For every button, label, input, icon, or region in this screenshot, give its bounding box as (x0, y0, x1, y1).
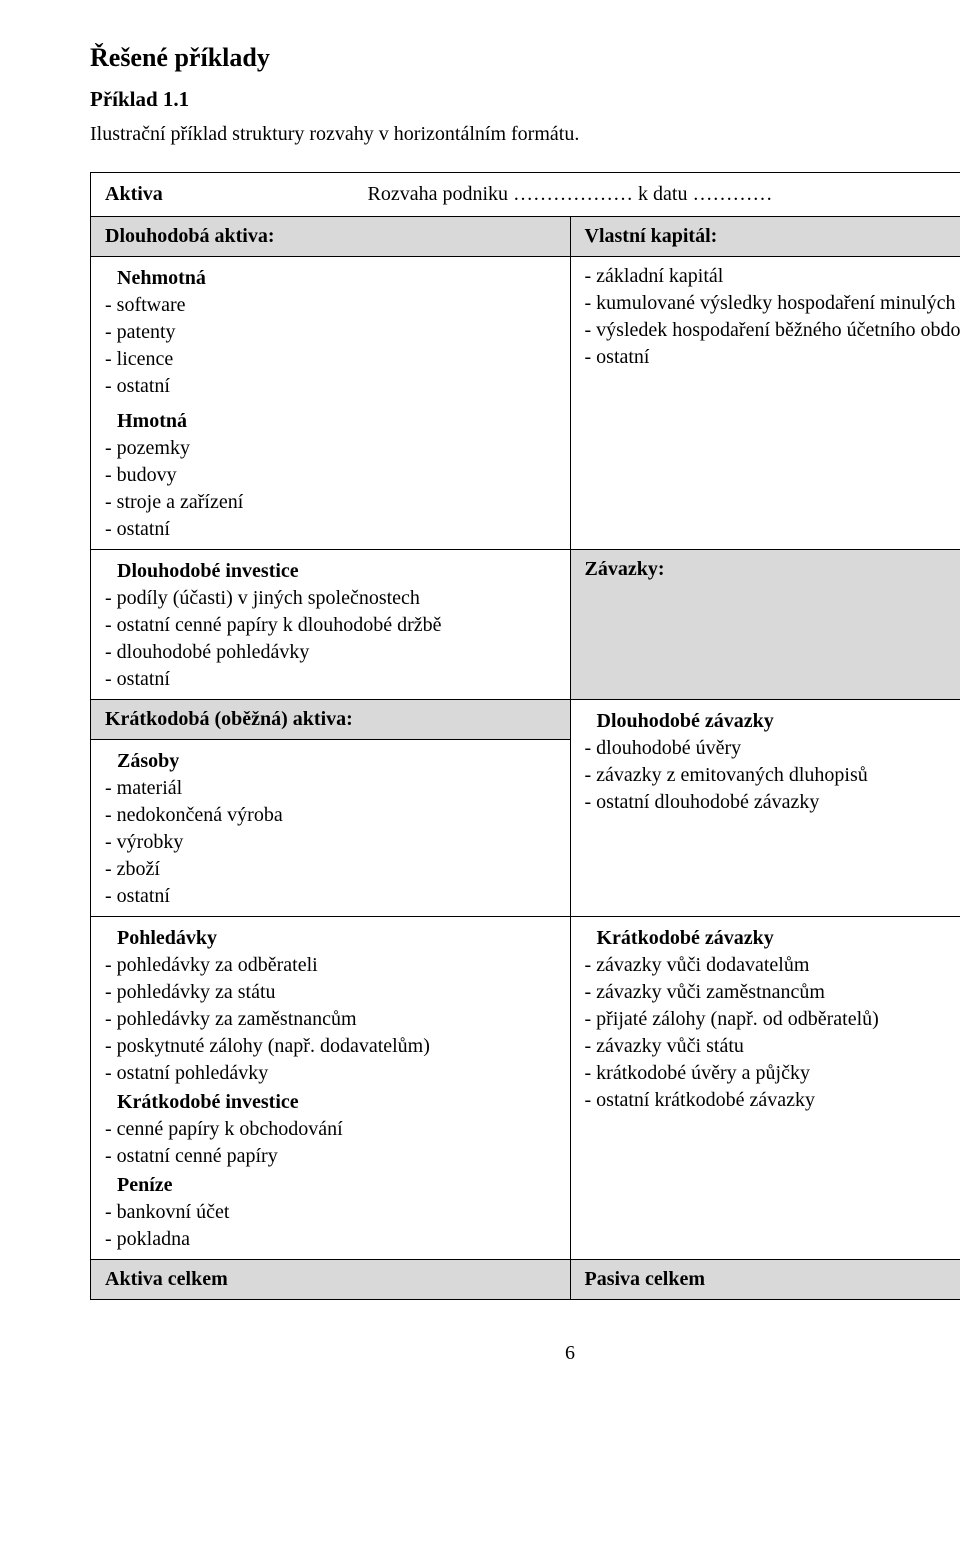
cell-pohledavky-etc: Pohledávky - pohledávky za odběrateli - … (91, 917, 571, 1260)
hdr-dlouhodoba-aktiva: Dlouhodobá aktiva: (91, 217, 571, 257)
balance-sheet-table: Aktiva Rozvaha podniku ……………… k datu ………… (90, 172, 960, 1300)
list-item: - ostatní (105, 516, 560, 543)
list-item: - závazky vůči dodavatelům (585, 952, 960, 979)
hdr-vlastni-kapital: Vlastní kapitál: (570, 217, 960, 257)
list-item: - budovy (105, 462, 560, 489)
list-item: - výrobky (105, 829, 560, 856)
table-title-row: Aktiva Rozvaha podniku ……………… k datu ………… (91, 173, 960, 217)
list-item: - ostatní dlouhodobé závazky (585, 789, 960, 816)
example-number: Příklad 1.1 (90, 85, 960, 113)
list-item: - závazky vůči zaměstnancům (585, 979, 960, 1006)
group-penize: Peníze (105, 1172, 560, 1199)
group-pohledavky: Pohledávky (105, 925, 560, 952)
group-hmotna: Hmotná (105, 408, 560, 435)
list-item: - závazky vůči státu (585, 1033, 960, 1060)
list-item: - ostatní (105, 373, 560, 400)
list-item: - nedokončená výroba (105, 802, 560, 829)
aktiva-celkem: Aktiva celkem (91, 1260, 571, 1300)
title-pasiva: Pasiva (838, 173, 960, 216)
group-zasoby: Zásoby (105, 748, 560, 775)
title-cell: Aktiva Rozvaha podniku ……………… k datu ………… (91, 173, 960, 217)
hdr-zavazky: Závazky: (570, 550, 960, 700)
cell-zasoby: Zásoby - materiál - nedokončená výroba -… (91, 740, 571, 917)
list-item: - materiál (105, 775, 560, 802)
pasiva-celkem: Pasiva celkem (570, 1260, 960, 1300)
list-item: - ostatní (105, 666, 560, 693)
title-aktiva: Aktiva (91, 173, 302, 216)
list-item: - přijaté zálohy (např. od odběratelů) (585, 1006, 960, 1033)
list-item: - dlouhodobé pohledávky (105, 639, 560, 666)
list-item: - pohledávky za zaměstnancům (105, 1006, 560, 1033)
list-item: - pokladna (105, 1226, 560, 1253)
list-item: - závazky z emitovaných dluhopisů (585, 762, 960, 789)
list-item: - bankovní účet (105, 1199, 560, 1226)
row-kratkodoba-header: Krátkodobá (oběžná) aktiva: Dlouhodobé z… (91, 700, 960, 740)
list-item: - pohledávky za státu (105, 979, 560, 1006)
cell-kratkodobe-zavazky: Krátkodobé závazky - závazky vůči dodava… (570, 917, 960, 1260)
group-nehmotna: Nehmotná (105, 265, 560, 292)
list-item: - ostatní pohledávky (105, 1060, 560, 1087)
cell-vlastni-kapital: - základní kapitál - kumulované výsledky… (570, 257, 960, 550)
list-item: - ostatní (585, 344, 960, 371)
list-item: - krátkodobé úvěry a půjčky (585, 1060, 960, 1087)
list-item: - stroje a zařízení (105, 489, 560, 516)
group-kratkodobe-investice: Krátkodobé investice (105, 1089, 560, 1116)
list-item: - zboží (105, 856, 560, 883)
list-item: - software (105, 292, 560, 319)
group-investice: Dlouhodobé investice (105, 558, 560, 585)
list-item: - ostatní krátkodobé závazky (585, 1087, 960, 1114)
list-item: - ostatní (105, 883, 560, 910)
page-number: 6 (90, 1340, 960, 1367)
intro-text: Ilustrační příklad struktury rozvahy v h… (90, 121, 960, 148)
cell-dlouhodobe-zavazky: Dlouhodobé závazky - dlouhodobé úvěry - … (570, 700, 960, 917)
list-item: - základní kapitál (585, 263, 960, 290)
list-item: - pozemky (105, 435, 560, 462)
row-nehmotna-hmotna: Nehmotná - software - patenty - licence … (91, 257, 960, 550)
list-item: - patenty (105, 319, 560, 346)
group-dlouhodobe-zavazky: Dlouhodobé závazky (585, 708, 960, 735)
list-item: - dlouhodobé úvěry (585, 735, 960, 762)
hdr-kratkodoba-aktiva: Krátkodobá (oběžná) aktiva: (91, 700, 571, 740)
row-pohledavky-kzavazky: Pohledávky - pohledávky za odběrateli - … (91, 917, 960, 1260)
header-row-1: Dlouhodobá aktiva: Vlastní kapitál: (91, 217, 960, 257)
cell-nehmotna-hmotna: Nehmotná - software - patenty - licence … (91, 257, 571, 550)
totals-row: Aktiva celkem Pasiva celkem (91, 1260, 960, 1300)
list-item: - ostatní cenné papíry k dlouhodobé držb… (105, 612, 560, 639)
list-item: - podíly (účasti) v jiných společnostech (105, 585, 560, 612)
list-item: - ostatní cenné papíry (105, 1143, 560, 1170)
list-item: - kumulované výsledky hospodaření minulý… (585, 290, 960, 317)
group-kratkodobe-zavazky: Krátkodobé závazky (585, 925, 960, 952)
list-item: - výsledek hospodaření běžného účetního … (585, 317, 960, 344)
list-item: - licence (105, 346, 560, 373)
list-item: - cenné papíry k obchodování (105, 1116, 560, 1143)
title-mid: Rozvaha podniku ……………… k datu ………… (302, 173, 839, 216)
cell-investice: Dlouhodobé investice - podíly (účasti) v… (91, 550, 571, 700)
list-item: - pohledávky za odběrateli (105, 952, 560, 979)
section-heading: Řešené příklady (90, 40, 960, 75)
list-item: - poskytnuté zálohy (např. dodavatelům) (105, 1033, 560, 1060)
